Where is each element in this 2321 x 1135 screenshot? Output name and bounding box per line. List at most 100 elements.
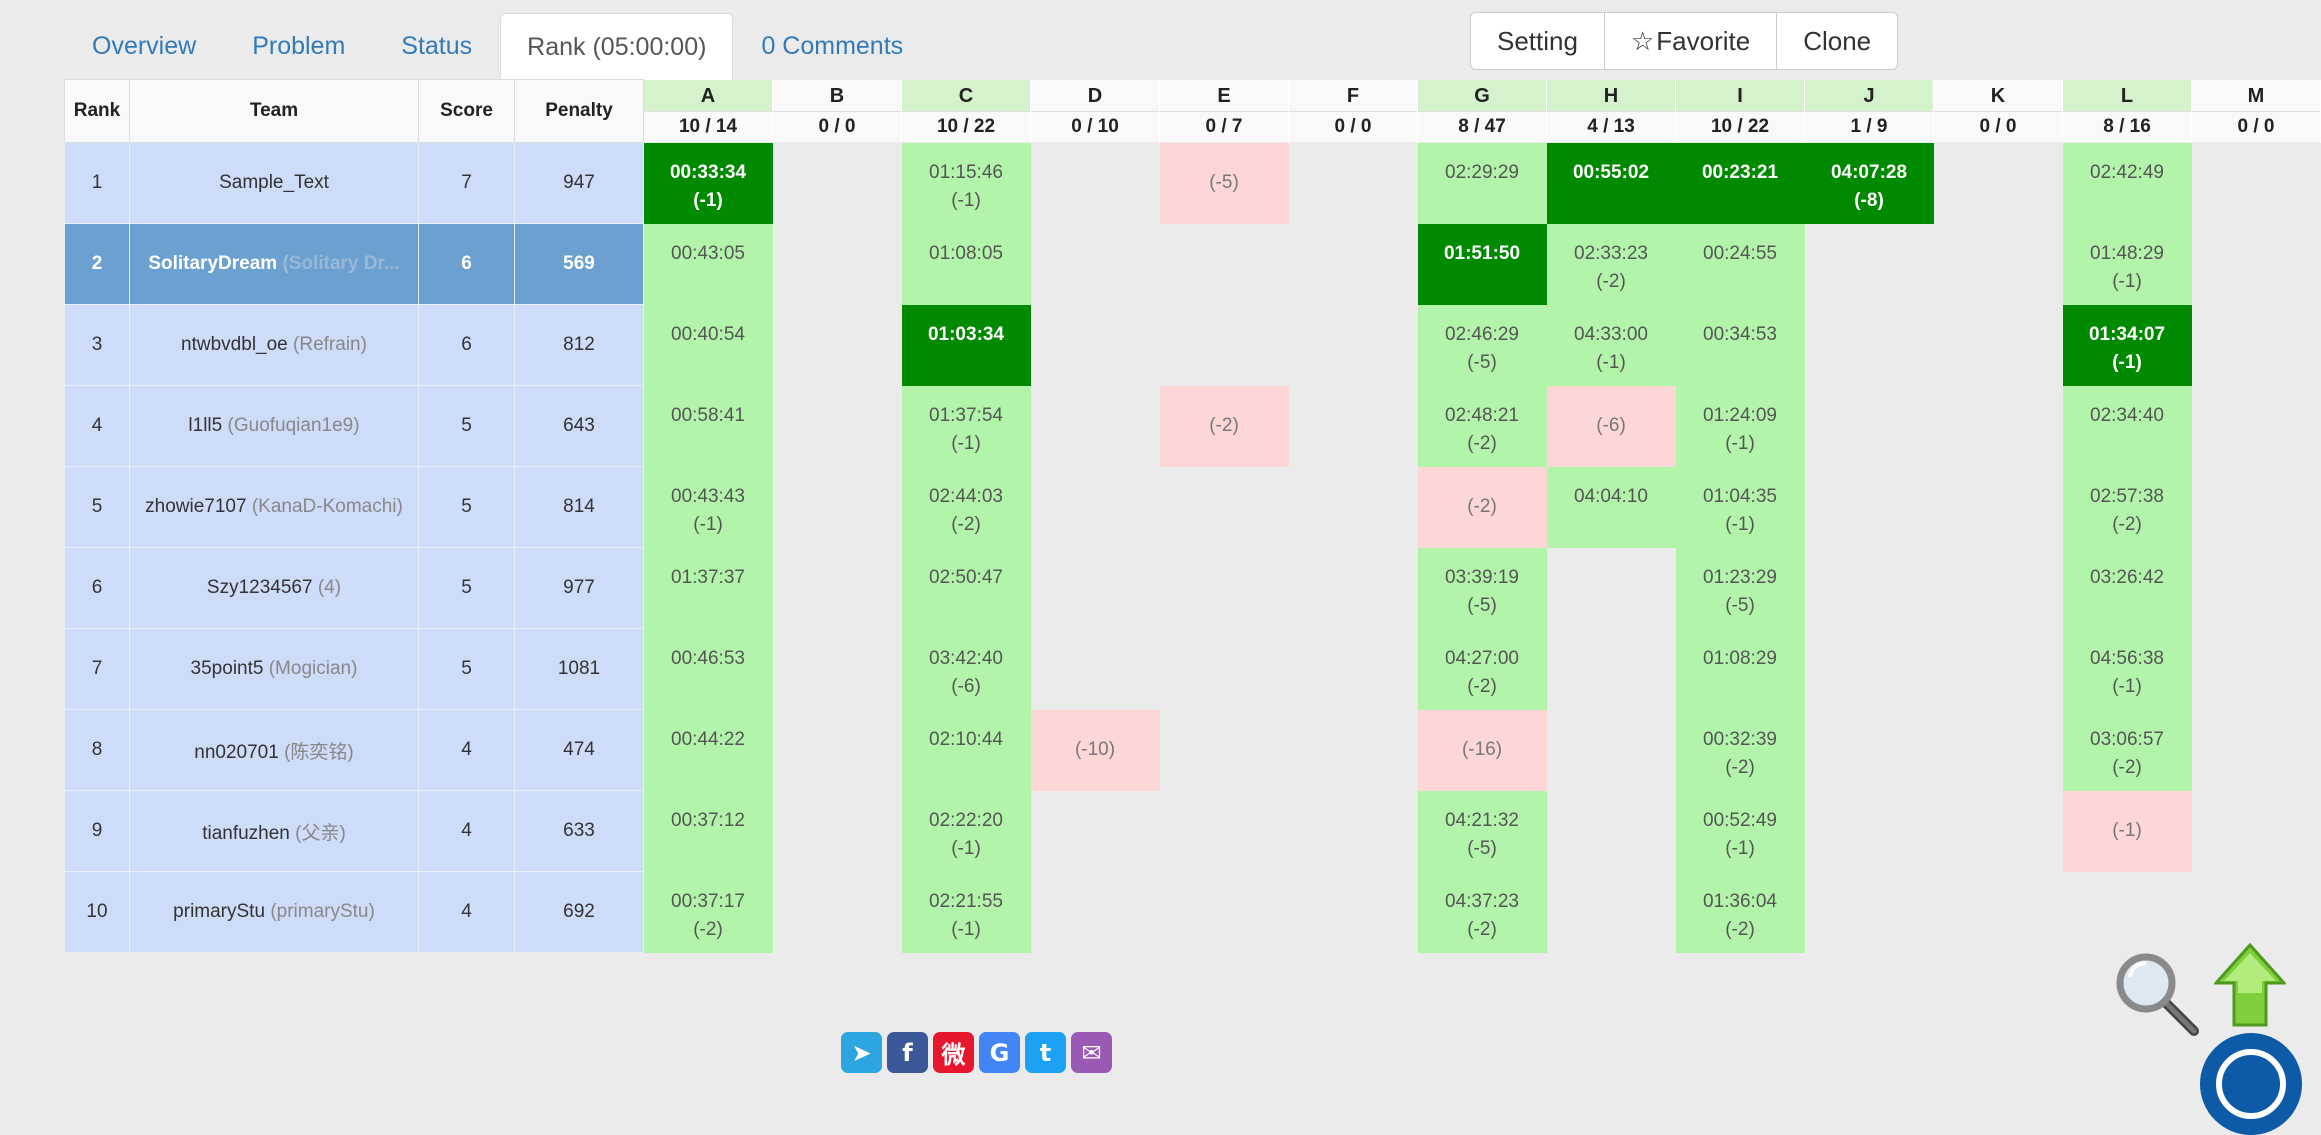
problem-cell-a[interactable]: 01:37:37	[643, 547, 773, 629]
back-to-top-icon[interactable]	[2214, 943, 2286, 1028]
problem-cell-c[interactable]: 03:42:40 (-6)	[901, 628, 1031, 710]
problem-cell-l[interactable]: 03:26:42	[2062, 547, 2192, 629]
problem-cell-g[interactable]: 04:37:23 (-2)	[1417, 871, 1547, 953]
team-cell[interactable]: ntwbvdbl_oe (Refrain)	[129, 304, 419, 386]
problem-cell-i[interactable]: 01:36:04 (-2)	[1675, 871, 1805, 953]
problem-cell-i[interactable]: 00:52:49 (-1)	[1675, 790, 1805, 872]
problem-cell-a[interactable]: 00:44:22	[643, 709, 773, 791]
problem-cell-g[interactable]: 03:39:19 (-5)	[1417, 547, 1547, 629]
google-share-icon[interactable]: G	[979, 1032, 1020, 1073]
problem-cell-g[interactable]: 02:29:29	[1417, 142, 1547, 224]
team-name[interactable]: SolitaryDream	[148, 253, 278, 274]
problem-cell-a[interactable]: 00:37:17 (-2)	[643, 871, 773, 953]
team-cell[interactable]: SolitaryDream (Solitary Dr...	[129, 223, 419, 305]
problem-cell-h[interactable]: 04:04:10	[1546, 466, 1676, 548]
problem-cell-l[interactable]: 02:57:38 (-2)	[2062, 466, 2192, 548]
problem-cell-l[interactable]: 01:48:29 (-1)	[2062, 223, 2192, 305]
tab-rank[interactable]: Rank (05:00:00)	[500, 13, 734, 80]
problem-cell-h[interactable]: 02:33:23 (-2)	[1546, 223, 1676, 305]
team-cell[interactable]: l1ll5 (Guofuqian1e9)	[129, 385, 419, 467]
header-penalty[interactable]: Penalty	[514, 79, 644, 143]
problem-cell-j[interactable]: 04:07:28 (-8)	[1804, 142, 1934, 224]
problem-cell-c[interactable]: 02:22:20 (-1)	[901, 790, 1031, 872]
team-cell[interactable]: zhowie7107 (KanaD-Komachi)	[129, 466, 419, 548]
problem-letter[interactable]: E	[1160, 79, 1288, 111]
problem-letter[interactable]: A	[644, 79, 772, 111]
problem-cell-g[interactable]: 02:48:21 (-2)	[1417, 385, 1547, 467]
problem-cell-l[interactable]: 03:06:57 (-2)	[2062, 709, 2192, 791]
team-cell[interactable]: tianfuzhen (父亲)	[129, 790, 419, 872]
problem-cell-i[interactable]: 00:34:53	[1675, 304, 1805, 386]
problem-cell-g[interactable]: (-16)	[1417, 709, 1547, 791]
problem-letter[interactable]: B	[773, 79, 901, 111]
problem-header-i[interactable]: I 10 / 22	[1675, 79, 1805, 143]
problem-cell-i[interactable]: 01:24:09 (-1)	[1675, 385, 1805, 467]
problem-cell-c[interactable]: 01:08:05	[901, 223, 1031, 305]
problem-cell-l[interactable]: 04:56:38 (-1)	[2062, 628, 2192, 710]
problem-cell-c[interactable]: 02:50:47	[901, 547, 1031, 629]
problem-header-a[interactable]: A 10 / 14	[643, 79, 773, 143]
problem-cell-c[interactable]: 02:44:03 (-2)	[901, 466, 1031, 548]
problem-letter[interactable]: C	[902, 79, 1030, 111]
problem-cell-e[interactable]: (-2)	[1159, 385, 1289, 467]
problem-cell-i[interactable]: 01:08:29	[1675, 628, 1805, 710]
problem-cell-c[interactable]: 01:03:34	[901, 304, 1031, 386]
magnifier-icon[interactable]	[2112, 949, 2200, 1037]
problem-cell-i[interactable]: 00:23:21	[1675, 142, 1805, 224]
problem-cell-g[interactable]: 01:51:50	[1417, 223, 1547, 305]
problem-cell-a[interactable]: 00:40:54	[643, 304, 773, 386]
team-cell[interactable]: nn020701 (陈奕铭)	[129, 709, 419, 791]
problem-letter[interactable]: K	[1934, 79, 2062, 111]
problem-header-c[interactable]: C 10 / 22	[901, 79, 1031, 143]
facebook-share-icon[interactable]: f	[887, 1032, 928, 1073]
team-name[interactable]: nn020701	[194, 741, 279, 763]
problem-cell-i[interactable]: 00:32:39 (-2)	[1675, 709, 1805, 791]
problem-cell-h[interactable]: (-6)	[1546, 385, 1676, 467]
setting-button[interactable]: Setting	[1497, 25, 1578, 56]
team-cell[interactable]: Szy1234567 (4)	[129, 547, 419, 629]
header-rank[interactable]: Rank	[64, 79, 130, 143]
clone-button[interactable]: Clone	[1776, 13, 1897, 69]
team-cell[interactable]: primaryStu (primaryStu)	[129, 871, 419, 953]
problem-cell-a[interactable]: 00:43:43 (-1)	[643, 466, 773, 548]
problem-cell-g[interactable]: 02:46:29 (-5)	[1417, 304, 1547, 386]
problem-cell-l[interactable]: (-1)	[2062, 790, 2192, 872]
favorite-button[interactable]: ☆ Favorite	[1603, 13, 1776, 69]
problem-letter[interactable]: F	[1289, 79, 1417, 111]
team-cell[interactable]: Sample_Text	[129, 142, 419, 224]
problem-letter[interactable]: I	[1676, 79, 1804, 111]
team-name[interactable]: 35point5	[190, 658, 264, 679]
problem-cell-c[interactable]: 02:21:55 (-1)	[901, 871, 1031, 953]
problem-cell-a[interactable]: 00:43:05	[643, 223, 773, 305]
tab-overview[interactable]: Overview	[92, 32, 197, 60]
email-share-icon[interactable]: ✉	[1071, 1032, 1112, 1073]
team-name[interactable]: tianfuzhen	[202, 822, 290, 844]
team-name[interactable]: Sample_Text	[219, 172, 329, 193]
problem-cell-l[interactable]: 02:42:49	[2062, 142, 2192, 224]
help-logo-icon[interactable]	[2200, 1033, 2302, 1135]
twitter-share-icon[interactable]: t	[1025, 1032, 1066, 1073]
weibo-share-icon[interactable]: 微	[933, 1032, 974, 1073]
problem-letter[interactable]: J	[1805, 79, 1933, 111]
telegram-share-icon[interactable]: ➤	[841, 1032, 882, 1073]
problem-letter[interactable]: H	[1547, 79, 1675, 111]
problem-cell-h[interactable]: 00:55:02	[1546, 142, 1676, 224]
problem-cell-e[interactable]: (-5)	[1159, 142, 1289, 224]
tab-comments[interactable]: 0 Comments	[761, 32, 904, 60]
problem-cell-a[interactable]: 00:58:41	[643, 385, 773, 467]
team-cell[interactable]: 35point5 (Mogician)	[129, 628, 419, 710]
problem-letter[interactable]: L	[2063, 79, 2191, 111]
problem-cell-l[interactable]: 01:34:07 (-1)	[2062, 304, 2192, 386]
tab-status[interactable]: Status	[401, 32, 473, 60]
problem-letter[interactable]: M	[2192, 79, 2320, 111]
problem-cell-l[interactable]: 02:34:40	[2062, 385, 2192, 467]
